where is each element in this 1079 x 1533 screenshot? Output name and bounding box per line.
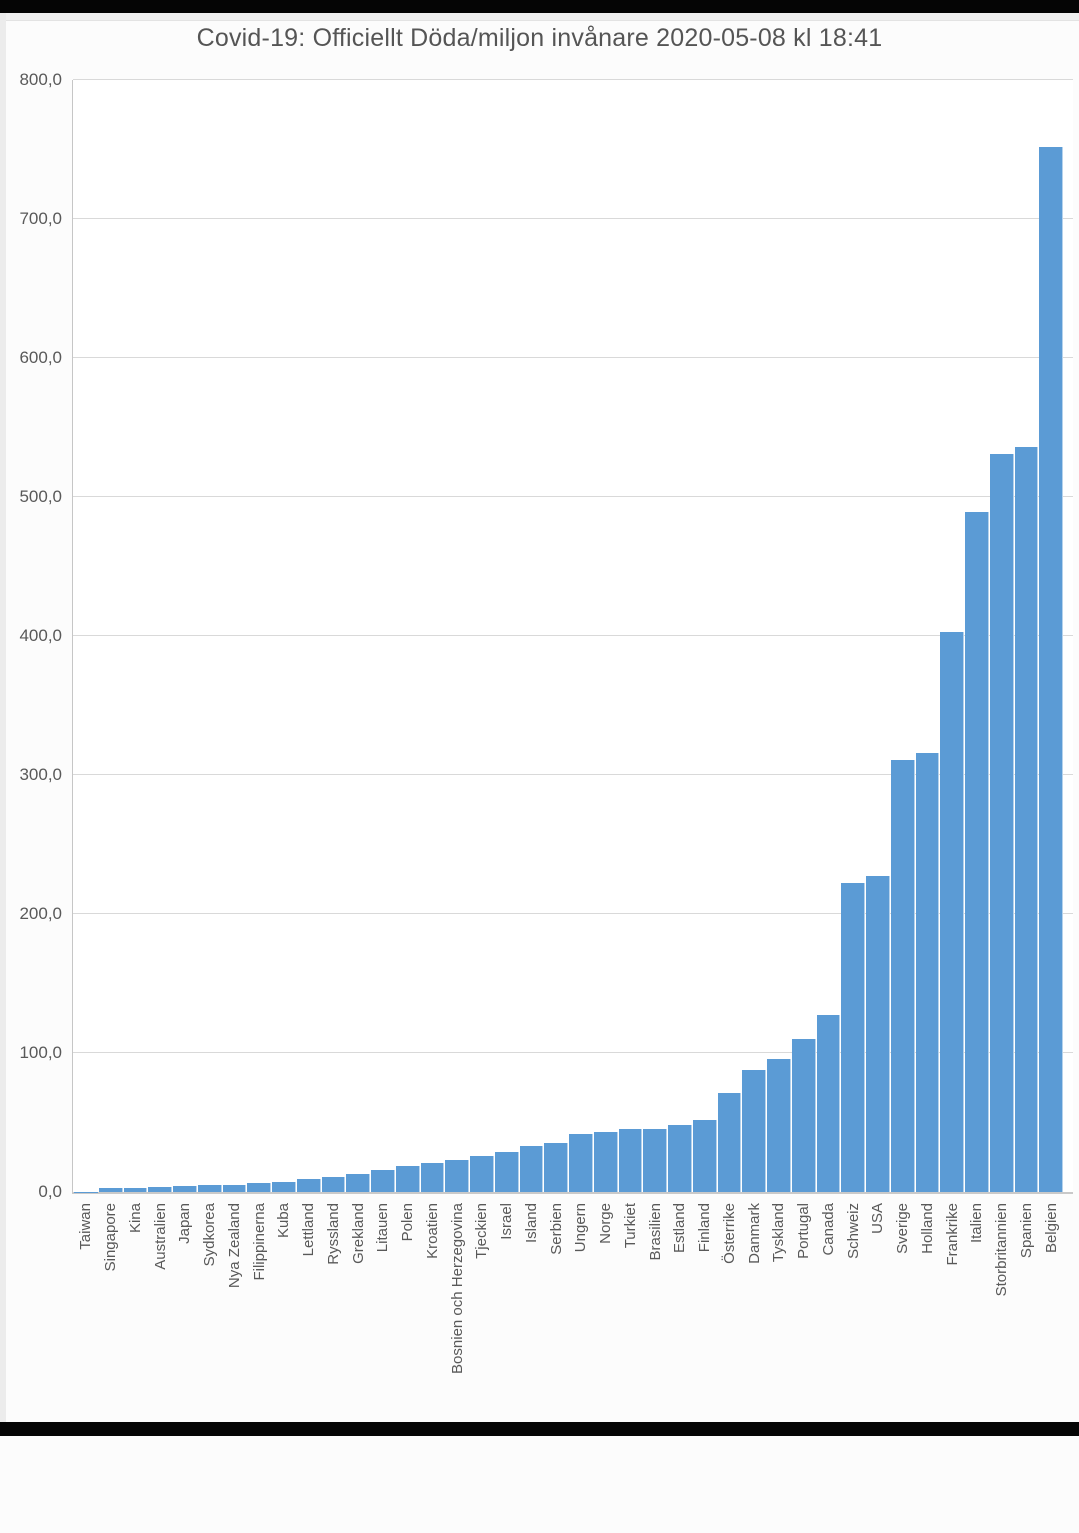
bar-japan	[173, 1186, 197, 1192]
bar-ungern	[569, 1134, 593, 1192]
y-tick-label: 400,0	[0, 625, 62, 647]
bar-spanien	[1015, 447, 1039, 1192]
y-tick-label: 0,0	[0, 1181, 62, 1203]
x-tick-label: Estland	[668, 1203, 692, 1533]
bar-litauen	[371, 1170, 395, 1192]
bar-serbien	[544, 1143, 568, 1192]
bar-lettland	[297, 1179, 321, 1192]
x-tick-label: Tyskland	[767, 1203, 791, 1533]
top-gray-band	[0, 13, 1079, 21]
x-tick-label: Kuba	[272, 1203, 296, 1533]
x-tick-label: Serbien	[545, 1203, 569, 1533]
bar-grekland	[346, 1174, 370, 1192]
x-tick-label: Grekland	[347, 1203, 371, 1533]
bar-polen	[396, 1166, 420, 1192]
bar-australien	[148, 1187, 172, 1192]
bar-brasilien	[643, 1129, 667, 1192]
x-tick-label: Israel	[495, 1203, 519, 1533]
bar-bosnien-och-herzegovina	[445, 1160, 469, 1192]
bar-sydkorea	[198, 1185, 222, 1192]
bar-storbritannien	[990, 454, 1014, 1192]
x-tick-label: Polen	[396, 1203, 420, 1533]
x-tick-label: Schweiz	[842, 1203, 866, 1533]
bar-sverige	[891, 760, 915, 1192]
bars-layer	[74, 80, 1069, 1192]
x-tick-label: Canada	[817, 1203, 841, 1533]
x-tick-label: Sverige	[891, 1203, 915, 1533]
bar-finland	[693, 1120, 717, 1192]
bar-portugal	[792, 1039, 816, 1192]
x-tick-label: Japan	[173, 1203, 197, 1533]
bar-italien	[965, 512, 989, 1192]
bar-kina	[124, 1188, 148, 1192]
y-tick-label: 800,0	[0, 69, 62, 91]
bar-schweiz	[841, 883, 865, 1192]
bar-holland	[916, 753, 940, 1192]
x-tick-label: Tjeckien	[470, 1203, 494, 1533]
x-tick-label: Ryssland	[322, 1203, 346, 1533]
x-tick-label: Singapore	[99, 1203, 123, 1533]
bar-frankrike	[940, 632, 964, 1192]
bar-singapore	[99, 1188, 123, 1192]
x-tick-label: Danmark	[743, 1203, 767, 1533]
x-tick-label: Belgien	[1040, 1203, 1064, 1533]
x-tick-label: Italien	[965, 1203, 989, 1533]
x-tick-label: Australien	[149, 1203, 173, 1533]
y-tick-label: 200,0	[0, 903, 62, 925]
bar-filippinerna	[247, 1183, 271, 1192]
x-tick-label: Bosnien och Herzegovina	[446, 1203, 470, 1533]
y-tick-label: 300,0	[0, 764, 62, 786]
bar-nya-zealand	[223, 1185, 247, 1192]
x-tick-label: Finland	[693, 1203, 717, 1533]
x-tick-label: Portugal	[792, 1203, 816, 1533]
bar-estland	[668, 1125, 692, 1192]
x-tick-label: Turkiet	[619, 1203, 643, 1533]
bar-kuba	[272, 1182, 296, 1192]
x-tick-label: Island	[520, 1203, 544, 1533]
x-tick-label: Sydkorea	[198, 1203, 222, 1533]
x-tick-label: Lettland	[297, 1203, 321, 1533]
x-tick-label: Holland	[916, 1203, 940, 1533]
bar-norge	[594, 1132, 618, 1192]
bar-ryssland	[322, 1177, 346, 1192]
bar-kroatien	[421, 1163, 445, 1192]
bar-turkiet	[619, 1129, 643, 1192]
chart-title: Covid-19: Officiellt Döda/miljon invånar…	[0, 24, 1079, 53]
x-tick-label: Norge	[594, 1203, 618, 1533]
x-tick-label: Ungern	[569, 1203, 593, 1533]
x-tick-label: Kroatien	[421, 1203, 445, 1533]
bar-belgien	[1039, 147, 1063, 1192]
x-tick-label: Nya Zealand	[223, 1203, 247, 1533]
bar-island	[520, 1146, 544, 1192]
bar-danmark	[742, 1070, 766, 1192]
x-tick-label: Taiwan	[74, 1203, 98, 1533]
top-letterbox-bar	[0, 0, 1079, 13]
x-tick-label: Brasilien	[644, 1203, 668, 1533]
bottom-letterbox-bar	[0, 1422, 1079, 1436]
x-tick-label: Frankrike	[941, 1203, 965, 1533]
bar-usa	[866, 876, 890, 1192]
bar--sterrike	[718, 1093, 742, 1192]
x-tick-label: USA	[866, 1203, 890, 1533]
bar-israel	[495, 1152, 519, 1192]
bar-tyskland	[767, 1059, 791, 1192]
y-tick-label: 100,0	[0, 1042, 62, 1064]
bar-tjeckien	[470, 1156, 494, 1192]
x-tick-label: Storbritannien	[990, 1203, 1014, 1533]
y-tick-label: 500,0	[0, 486, 62, 508]
x-tick-label: Filippinerna	[248, 1203, 272, 1533]
x-tick-label: Litauen	[371, 1203, 395, 1533]
x-tick-label: Österrike	[718, 1203, 742, 1533]
bar-canada	[817, 1015, 841, 1192]
y-tick-label: 700,0	[0, 208, 62, 230]
y-tick-label: 600,0	[0, 347, 62, 369]
x-tick-label: Spanien	[1015, 1203, 1039, 1533]
x-tick-label: Kina	[124, 1203, 148, 1533]
